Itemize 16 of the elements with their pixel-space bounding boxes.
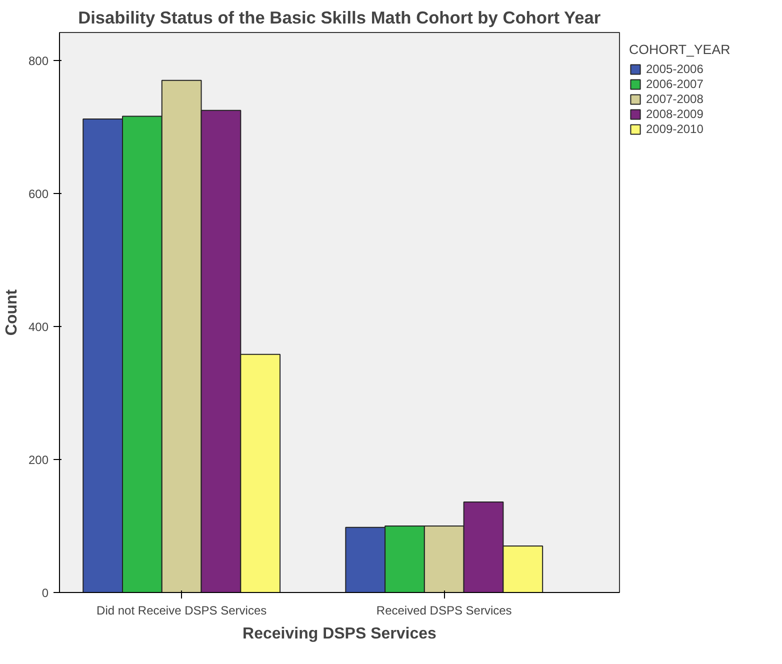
legend-label: 2007-2008 [646,92,704,106]
x-tick-label: Received DSPS Services [376,604,512,618]
x-tick-label: Did not Receive DSPS Services [96,604,267,618]
x-axis-title: Receiving DSPS Services [242,626,437,642]
legend-label: 2005-2006 [646,62,704,76]
chart-title: Disability Status of the Basic Skills Math Cohort by Cohort Year [78,8,601,28]
y-tick-label: 400 [28,320,49,334]
legend-label: 2006-2007 [646,77,704,91]
y-axis-title: Count [3,288,20,336]
y-tick-label: 600 [28,186,49,201]
y-tick-label: 200 [28,452,49,467]
legend-title: COHORT_YEAR [629,42,730,57]
y-tick-label: 800 [28,54,49,68]
legend-label: 2008-2009 [646,107,704,121]
legend-label: 2009-2010 [646,122,704,136]
y-tick-label: 0 [42,586,49,600]
